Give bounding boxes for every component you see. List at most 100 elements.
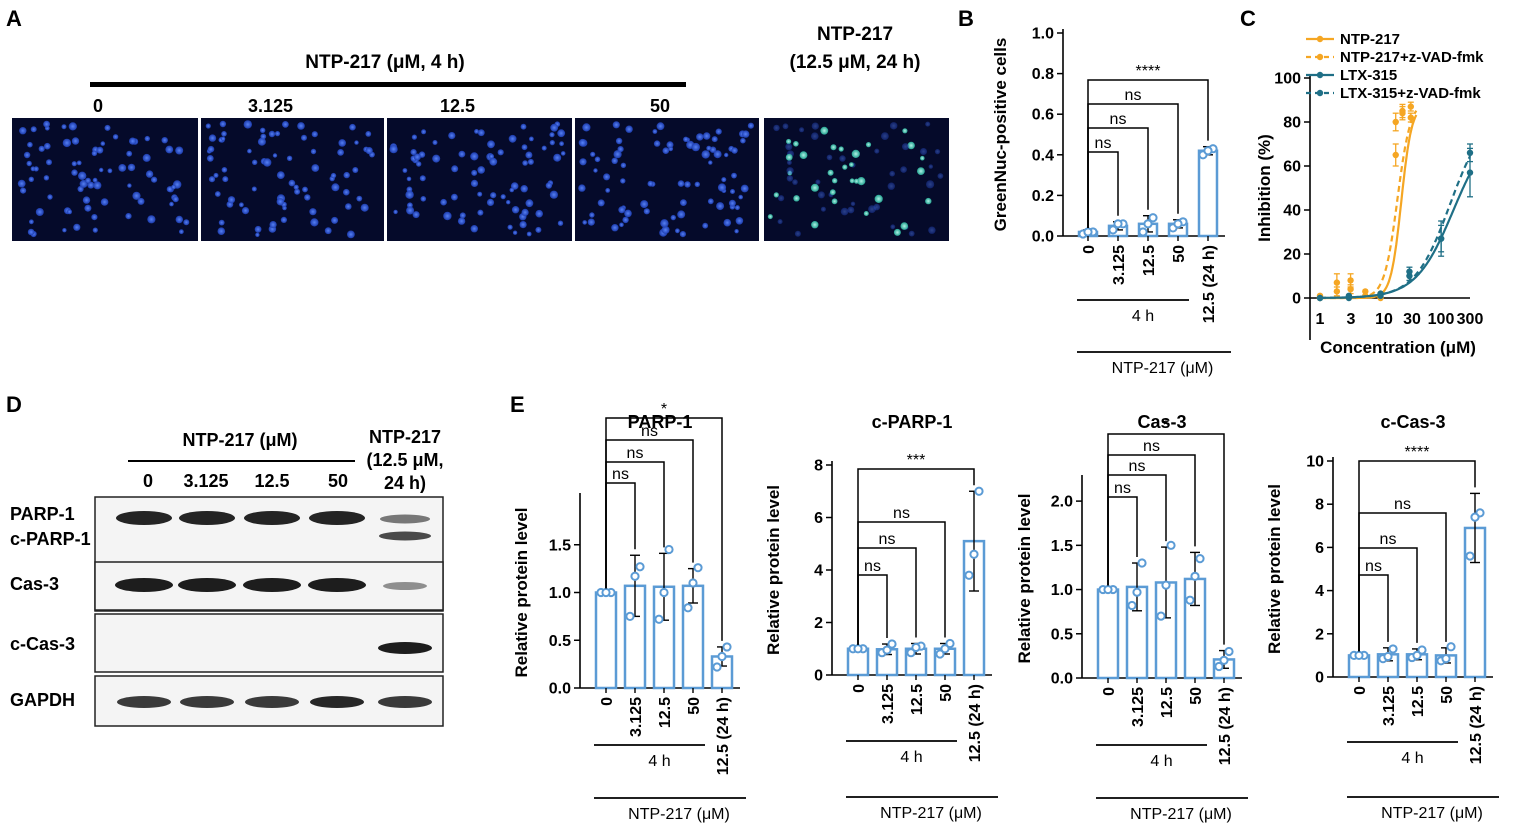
nucleus: [799, 151, 808, 160]
data-point: [906, 648, 916, 658]
nucleus: [640, 200, 649, 209]
nucleus: [928, 226, 936, 234]
nucleus: [510, 182, 519, 190]
nucleus: [239, 202, 244, 208]
nucleus: [402, 168, 408, 173]
group-label: 4 h: [1401, 750, 1423, 767]
panel-label-d: D: [6, 392, 22, 417]
nucleus: [622, 216, 629, 224]
nucleus: [286, 155, 293, 161]
y-tick-label: 0.0: [549, 681, 571, 698]
nucleus: [137, 197, 145, 205]
panel-label-e: E: [510, 392, 525, 417]
fit-curve-2: [1319, 173, 1471, 299]
data-point: [1166, 540, 1176, 550]
nucleus: [920, 155, 925, 161]
nucleus: [928, 164, 933, 169]
nucleus: [73, 223, 81, 231]
nucleus: [276, 198, 284, 206]
nucleus: [147, 215, 156, 224]
panel-d-lane-0: 0: [143, 471, 153, 491]
nucleus: [92, 227, 98, 233]
data-point: [712, 662, 722, 672]
nucleus: [477, 166, 486, 174]
nucleus: [777, 219, 783, 225]
significance-bracket: [1087, 79, 1209, 228]
nucleus: [535, 209, 543, 218]
data-point: [935, 649, 945, 659]
panel-d-header: NTP-217 (μM): [182, 430, 297, 450]
y-tick-label: 60: [1283, 159, 1301, 176]
band-gapdh-lane-0: [117, 696, 171, 708]
nucleus: [782, 123, 789, 130]
nucleus: [412, 211, 420, 219]
nucleus: [839, 155, 846, 162]
data-point: [1470, 512, 1480, 522]
nucleus: [104, 124, 111, 131]
data-point: [1354, 650, 1364, 661]
data-point: [1113, 219, 1123, 229]
x-tick-label: 12.5 (24 h): [715, 697, 732, 775]
nucleus: [205, 123, 211, 129]
y-tick-label: 0.5: [1051, 626, 1073, 643]
y-tick-label: 1.5: [1051, 538, 1073, 555]
nucleus: [112, 134, 119, 140]
nucleus: [324, 227, 332, 235]
nucleus: [343, 171, 350, 179]
nucleus: [338, 139, 347, 147]
significance-label: ns: [1129, 458, 1146, 475]
nucleus: [71, 169, 78, 176]
y-tick-label: 6: [814, 510, 823, 527]
nucleus: [624, 209, 632, 218]
y-tick-label: 1.0: [549, 585, 571, 602]
nucleus: [268, 130, 276, 138]
nucleus: [830, 144, 837, 151]
nucleus: [280, 216, 287, 223]
nucleus: [43, 175, 50, 181]
nucleus: [218, 219, 225, 226]
panel-label-a: A: [6, 6, 22, 31]
nucleus: [881, 132, 889, 141]
nucleus: [207, 145, 215, 153]
nucleus: [100, 198, 109, 206]
nucleus: [715, 128, 722, 135]
nucleus: [521, 208, 529, 216]
nucleus: [419, 175, 426, 182]
significance-label: ns: [1143, 438, 1160, 455]
nucleus: [691, 142, 700, 152]
nucleus: [794, 230, 801, 237]
nucleus: [661, 225, 670, 234]
nucleus: [582, 123, 591, 132]
y-tick-label: 100: [1274, 71, 1301, 88]
data-point: [1417, 645, 1427, 655]
nucleus: [330, 172, 337, 179]
nucleus: [432, 154, 441, 163]
nucleus: [849, 162, 854, 168]
nucleus: [529, 136, 534, 142]
data-point: [1412, 650, 1422, 661]
nucleus: [706, 145, 712, 151]
nucleus: [917, 167, 925, 176]
nucleus: [643, 208, 650, 215]
nucleus: [679, 231, 687, 238]
y-tick-label: 0: [1315, 670, 1324, 687]
x-tick-label: 50: [1439, 686, 1456, 704]
data-point: [1466, 149, 1474, 156]
nucleus: [811, 122, 819, 130]
nucleus: [20, 187, 27, 194]
nucleus: [902, 128, 908, 134]
nucleus: [458, 150, 466, 158]
x-axis-label: NTP-217 (μM): [1381, 805, 1483, 822]
nucleus: [696, 133, 704, 141]
band-parp1-lane-3: [309, 511, 365, 525]
nucleus: [29, 219, 34, 225]
nucleus: [127, 183, 132, 188]
nucleus: [44, 142, 51, 150]
nucleus: [603, 173, 611, 181]
nucleus: [337, 149, 344, 156]
nucleus: [241, 207, 250, 215]
nucleus: [684, 181, 691, 188]
x-tick-label: 3.125: [1130, 687, 1147, 727]
nucleus: [443, 211, 452, 221]
nucleus: [582, 220, 587, 225]
